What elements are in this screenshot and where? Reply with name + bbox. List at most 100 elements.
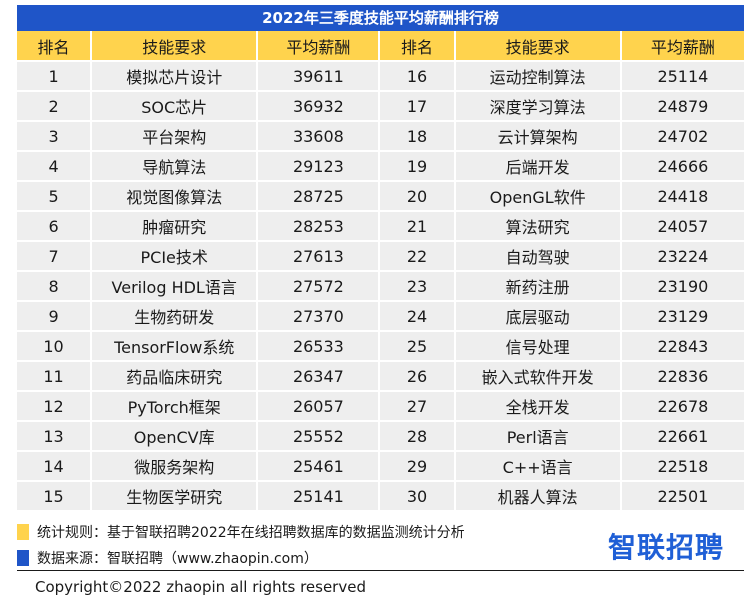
cell-rank-left: 12 bbox=[17, 392, 93, 422]
cell-salary-right: 22678 bbox=[621, 392, 744, 422]
rule-swatch bbox=[17, 524, 29, 540]
source-swatch bbox=[17, 550, 29, 566]
cell-skill-left: 视觉图像算法 bbox=[92, 182, 259, 212]
cell-salary-right: 24418 bbox=[621, 182, 744, 212]
cell-salary-left: 28725 bbox=[258, 182, 381, 212]
cell-rank-left: 15 bbox=[17, 482, 93, 512]
cell-salary-right: 22518 bbox=[621, 452, 744, 482]
salary-ranking-table-container: 2022年三季度技能平均薪酬排行榜 排名 技能要求 平均薪酬 排名 技能要求 平… bbox=[17, 5, 744, 512]
cell-skill-right: OpenGL软件 bbox=[455, 182, 622, 212]
cell-salary-left: 26347 bbox=[258, 362, 381, 392]
cell-rank-right: 23 bbox=[380, 272, 456, 302]
copyright-text: Copyright©2022 zhaopin all rights reserv… bbox=[35, 578, 366, 596]
zhaopin-logo: 智联招聘 bbox=[608, 531, 725, 564]
cell-rank-left: 4 bbox=[17, 152, 93, 182]
table-row: 11 药品临床研究 26347 26 嵌入式软件开发 22836 bbox=[17, 362, 744, 392]
cell-salary-right: 23224 bbox=[621, 242, 744, 272]
cell-salary-right: 24666 bbox=[621, 152, 744, 182]
source-text: 数据来源：智联招聘（www.zhaopin.com） bbox=[37, 551, 318, 567]
cell-rank-left: 14 bbox=[17, 452, 93, 482]
cell-salary-left: 26057 bbox=[258, 392, 381, 422]
cell-rank-right: 28 bbox=[380, 422, 456, 452]
cell-rank-left: 1 bbox=[17, 62, 93, 92]
cell-skill-left: 生物医学研究 bbox=[92, 482, 259, 512]
cell-skill-left: 模拟芯片设计 bbox=[92, 62, 259, 92]
cell-salary-left: 39611 bbox=[258, 62, 381, 92]
cell-salary-left: 28253 bbox=[258, 212, 381, 242]
cell-skill-left: OpenCV库 bbox=[92, 422, 259, 452]
cell-rank-right: 26 bbox=[380, 362, 456, 392]
cell-salary-left: 27572 bbox=[258, 272, 381, 302]
cell-rank-left: 6 bbox=[17, 212, 93, 242]
cell-rank-right: 25 bbox=[380, 332, 456, 362]
cell-skill-right: 嵌入式软件开发 bbox=[455, 362, 622, 392]
cell-rank-left: 9 bbox=[17, 302, 93, 332]
rule-text: 统计规则：基于智联招聘2022年在线招聘数据库的数据监测统计分析 bbox=[37, 525, 465, 541]
table-row: 8 Verilog HDL语言 27572 23 新药注册 23190 bbox=[17, 272, 744, 302]
cell-skill-left: SOC芯片 bbox=[92, 92, 259, 122]
cell-skill-left: 微服务架构 bbox=[92, 452, 259, 482]
header-salary-left: 平均薪酬 bbox=[258, 31, 381, 62]
cell-rank-left: 11 bbox=[17, 362, 93, 392]
cell-salary-left: 33608 bbox=[258, 122, 381, 152]
cell-salary-right: 22661 bbox=[621, 422, 744, 452]
cell-rank-right: 21 bbox=[380, 212, 456, 242]
cell-skill-right: 云计算架构 bbox=[455, 122, 622, 152]
cell-rank-left: 7 bbox=[17, 242, 93, 272]
cell-salary-right: 23129 bbox=[621, 302, 744, 332]
header-skill-right: 技能要求 bbox=[455, 31, 622, 62]
table-row: 7 PCIe技术 27613 22 自动驾驶 23224 bbox=[17, 242, 744, 272]
cell-salary-left: 29123 bbox=[258, 152, 381, 182]
cell-rank-right: 17 bbox=[380, 92, 456, 122]
source-note: 数据来源：智联招聘（www.zhaopin.com） bbox=[17, 548, 318, 568]
cell-skill-right: 自动驾驶 bbox=[455, 242, 622, 272]
cell-salary-right: 24057 bbox=[621, 212, 744, 242]
cell-rank-right: 18 bbox=[380, 122, 456, 152]
table-row: 2 SOC芯片 36932 17 深度学习算法 24879 bbox=[17, 92, 744, 122]
table-row: 4 导航算法 29123 19 后端开发 24666 bbox=[17, 152, 744, 182]
cell-rank-left: 10 bbox=[17, 332, 93, 362]
cell-salary-left: 25461 bbox=[258, 452, 381, 482]
cell-skill-right: 运动控制算法 bbox=[455, 62, 622, 92]
cell-skill-left: 平台架构 bbox=[92, 122, 259, 152]
table-row: 12 PyTorch框架 26057 27 全栈开发 22678 bbox=[17, 392, 744, 422]
cell-salary-right: 23190 bbox=[621, 272, 744, 302]
cell-rank-right: 20 bbox=[380, 182, 456, 212]
cell-salary-left: 36932 bbox=[258, 92, 381, 122]
cell-rank-right: 22 bbox=[380, 242, 456, 272]
cell-salary-left: 25141 bbox=[258, 482, 381, 512]
cell-skill-right: 信号处理 bbox=[455, 332, 622, 362]
table-row: 3 平台架构 33608 18 云计算架构 24702 bbox=[17, 122, 744, 152]
cell-rank-right: 29 bbox=[380, 452, 456, 482]
table-body: 1 模拟芯片设计 39611 16 运动控制算法 25114 2 SOC芯片 36932 17 深度… bbox=[17, 62, 744, 512]
cell-skill-right: 底层驱动 bbox=[455, 302, 622, 332]
header-skill-left: 技能要求 bbox=[92, 31, 259, 62]
table-row: 5 视觉图像算法 28725 20 OpenGL软件 24418 bbox=[17, 182, 744, 212]
cell-skill-left: Verilog HDL语言 bbox=[92, 272, 259, 302]
cell-salary-right: 22501 bbox=[621, 482, 744, 512]
cell-salary-right: 22843 bbox=[621, 332, 744, 362]
table-row: 13 OpenCV库 25552 28 Perl语言 22661 bbox=[17, 422, 744, 452]
cell-skill-right: 后端开发 bbox=[455, 152, 622, 182]
cell-rank-right: 24 bbox=[380, 302, 456, 332]
cell-skill-left: PyTorch框架 bbox=[92, 392, 259, 422]
cell-rank-right: 27 bbox=[380, 392, 456, 422]
cell-rank-right: 30 bbox=[380, 482, 456, 512]
cell-salary-left: 27370 bbox=[258, 302, 381, 332]
cell-skill-left: PCIe技术 bbox=[92, 242, 259, 272]
cell-skill-right: 机器人算法 bbox=[455, 482, 622, 512]
table-title: 2022年三季度技能平均薪酬排行榜 bbox=[17, 5, 744, 31]
cell-rank-right: 16 bbox=[380, 62, 456, 92]
cell-salary-right: 24702 bbox=[621, 122, 744, 152]
table-row: 6 肿瘤研究 28253 21 算法研究 24057 bbox=[17, 212, 744, 242]
rule-note: 统计规则：基于智联招聘2022年在线招聘数据库的数据监测统计分析 bbox=[17, 522, 465, 542]
cell-rank-left: 3 bbox=[17, 122, 93, 152]
cell-skill-right: Perl语言 bbox=[455, 422, 622, 452]
cell-skill-left: 导航算法 bbox=[92, 152, 259, 182]
cell-salary-left: 27613 bbox=[258, 242, 381, 272]
cell-salary-right: 25114 bbox=[621, 62, 744, 92]
cell-skill-left: 生物药研发 bbox=[92, 302, 259, 332]
table-row: 1 模拟芯片设计 39611 16 运动控制算法 25114 bbox=[17, 62, 744, 92]
table-header-row: 排名 技能要求 平均薪酬 排名 技能要求 平均薪酬 bbox=[17, 31, 744, 62]
cell-salary-right: 22836 bbox=[621, 362, 744, 392]
